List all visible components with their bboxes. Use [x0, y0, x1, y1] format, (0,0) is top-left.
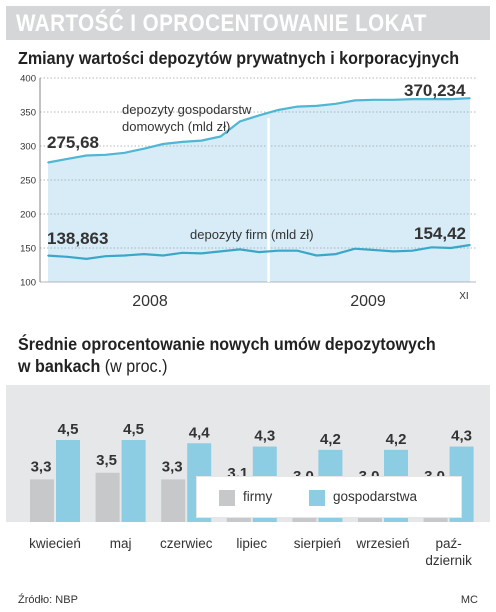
firms-point — [450, 247, 452, 249]
firms-point — [411, 249, 414, 252]
firms-point — [296, 249, 299, 252]
y-tick-label: 400 — [20, 74, 36, 85]
households-point — [104, 154, 107, 156]
firms-point — [85, 258, 88, 260]
bar-chart-title-line1: Średnie oprocentowanie nowych umów depoz… — [18, 334, 436, 354]
author-initials: MC — [460, 594, 478, 606]
y-tick-label: 350 — [20, 108, 36, 119]
firms-point — [334, 253, 337, 255]
firms-point — [66, 256, 68, 258]
households-point — [200, 139, 203, 142]
firms-point — [47, 254, 49, 257]
source-note: Źródło: NBP — [18, 594, 78, 606]
firms-point — [469, 244, 471, 246]
y-tick-label: 100 — [20, 278, 36, 289]
households-point — [66, 158, 68, 160]
households-point — [143, 147, 145, 150]
firms-point — [123, 254, 126, 257]
legend: firmy gospodarstwa — [196, 476, 462, 518]
firms-point — [430, 246, 433, 249]
y-tick-label: 250 — [20, 176, 36, 187]
firms-point — [200, 252, 203, 255]
bar-chart-unit: (w proc.) — [104, 356, 168, 376]
x-label-last-month: XI — [459, 291, 468, 302]
x-label-year-2009: 2009 — [350, 293, 386, 310]
households-point — [277, 109, 279, 111]
firms-point — [219, 250, 222, 253]
legend-swatch-firms — [219, 490, 235, 506]
households-point — [450, 98, 452, 100]
legend-label-firms: firmy — [243, 489, 273, 504]
households-point — [430, 98, 433, 100]
households-end-value: 370,234 — [404, 81, 466, 100]
households-point — [219, 135, 222, 138]
firms-series-label: depozyty firm (mld zł) — [190, 227, 314, 242]
households-point — [258, 114, 260, 117]
firms-point — [239, 248, 241, 251]
header-banner: WARTOŚĆ I OPROCENTOWANIE LOKAT — [6, 6, 490, 40]
legend-label-households: gospodarstwa — [333, 489, 418, 504]
households-point — [162, 143, 164, 145]
households-point — [239, 120, 241, 123]
y-tick-label: 150 — [20, 244, 36, 255]
legend-swatch-households — [309, 490, 325, 506]
households-point — [469, 97, 471, 100]
households-point — [354, 99, 356, 102]
households-start-value: 275,68 — [47, 133, 99, 152]
firms-point — [181, 251, 184, 254]
y-tick-label: 200 — [20, 210, 36, 221]
bar-chart-title-line2: w bankach (w proc.) — [18, 356, 167, 377]
households-point — [123, 152, 126, 154]
firms-point — [143, 253, 145, 255]
households-point — [47, 161, 49, 164]
firms-point — [392, 250, 395, 253]
firms-start-value: 138,863 — [47, 229, 108, 248]
firms-point — [315, 254, 318, 257]
firms-point — [162, 254, 164, 257]
households-point — [392, 98, 395, 101]
line-chart-title: Zmiany wartości depozytów prywatnych i k… — [18, 48, 460, 68]
households-point — [296, 105, 299, 108]
firms-end-value: 154,42 — [414, 224, 466, 243]
bar-chart-title-text: w bankach — [18, 356, 101, 376]
households-point — [181, 141, 184, 143]
households-point — [315, 105, 318, 107]
x-label-year-2008: 2008 — [132, 293, 168, 310]
firms-point — [277, 249, 279, 252]
firms-point — [354, 247, 356, 250]
firms-point — [104, 255, 107, 257]
households-point — [334, 103, 337, 105]
households-area — [48, 98, 470, 282]
households-point — [411, 98, 414, 100]
page-title: WARTOŚĆ I OPROCENTOWANIE LOKAT — [16, 10, 427, 37]
households-point — [85, 154, 88, 157]
firms-point — [258, 251, 260, 253]
households-point — [373, 98, 375, 101]
y-tick-label: 300 — [20, 142, 36, 153]
households-series-label-line2: domowych (mld zł) — [122, 119, 230, 134]
households-series-label-line1: depozyty gospodarstw — [122, 102, 252, 117]
firms-point — [373, 249, 375, 251]
